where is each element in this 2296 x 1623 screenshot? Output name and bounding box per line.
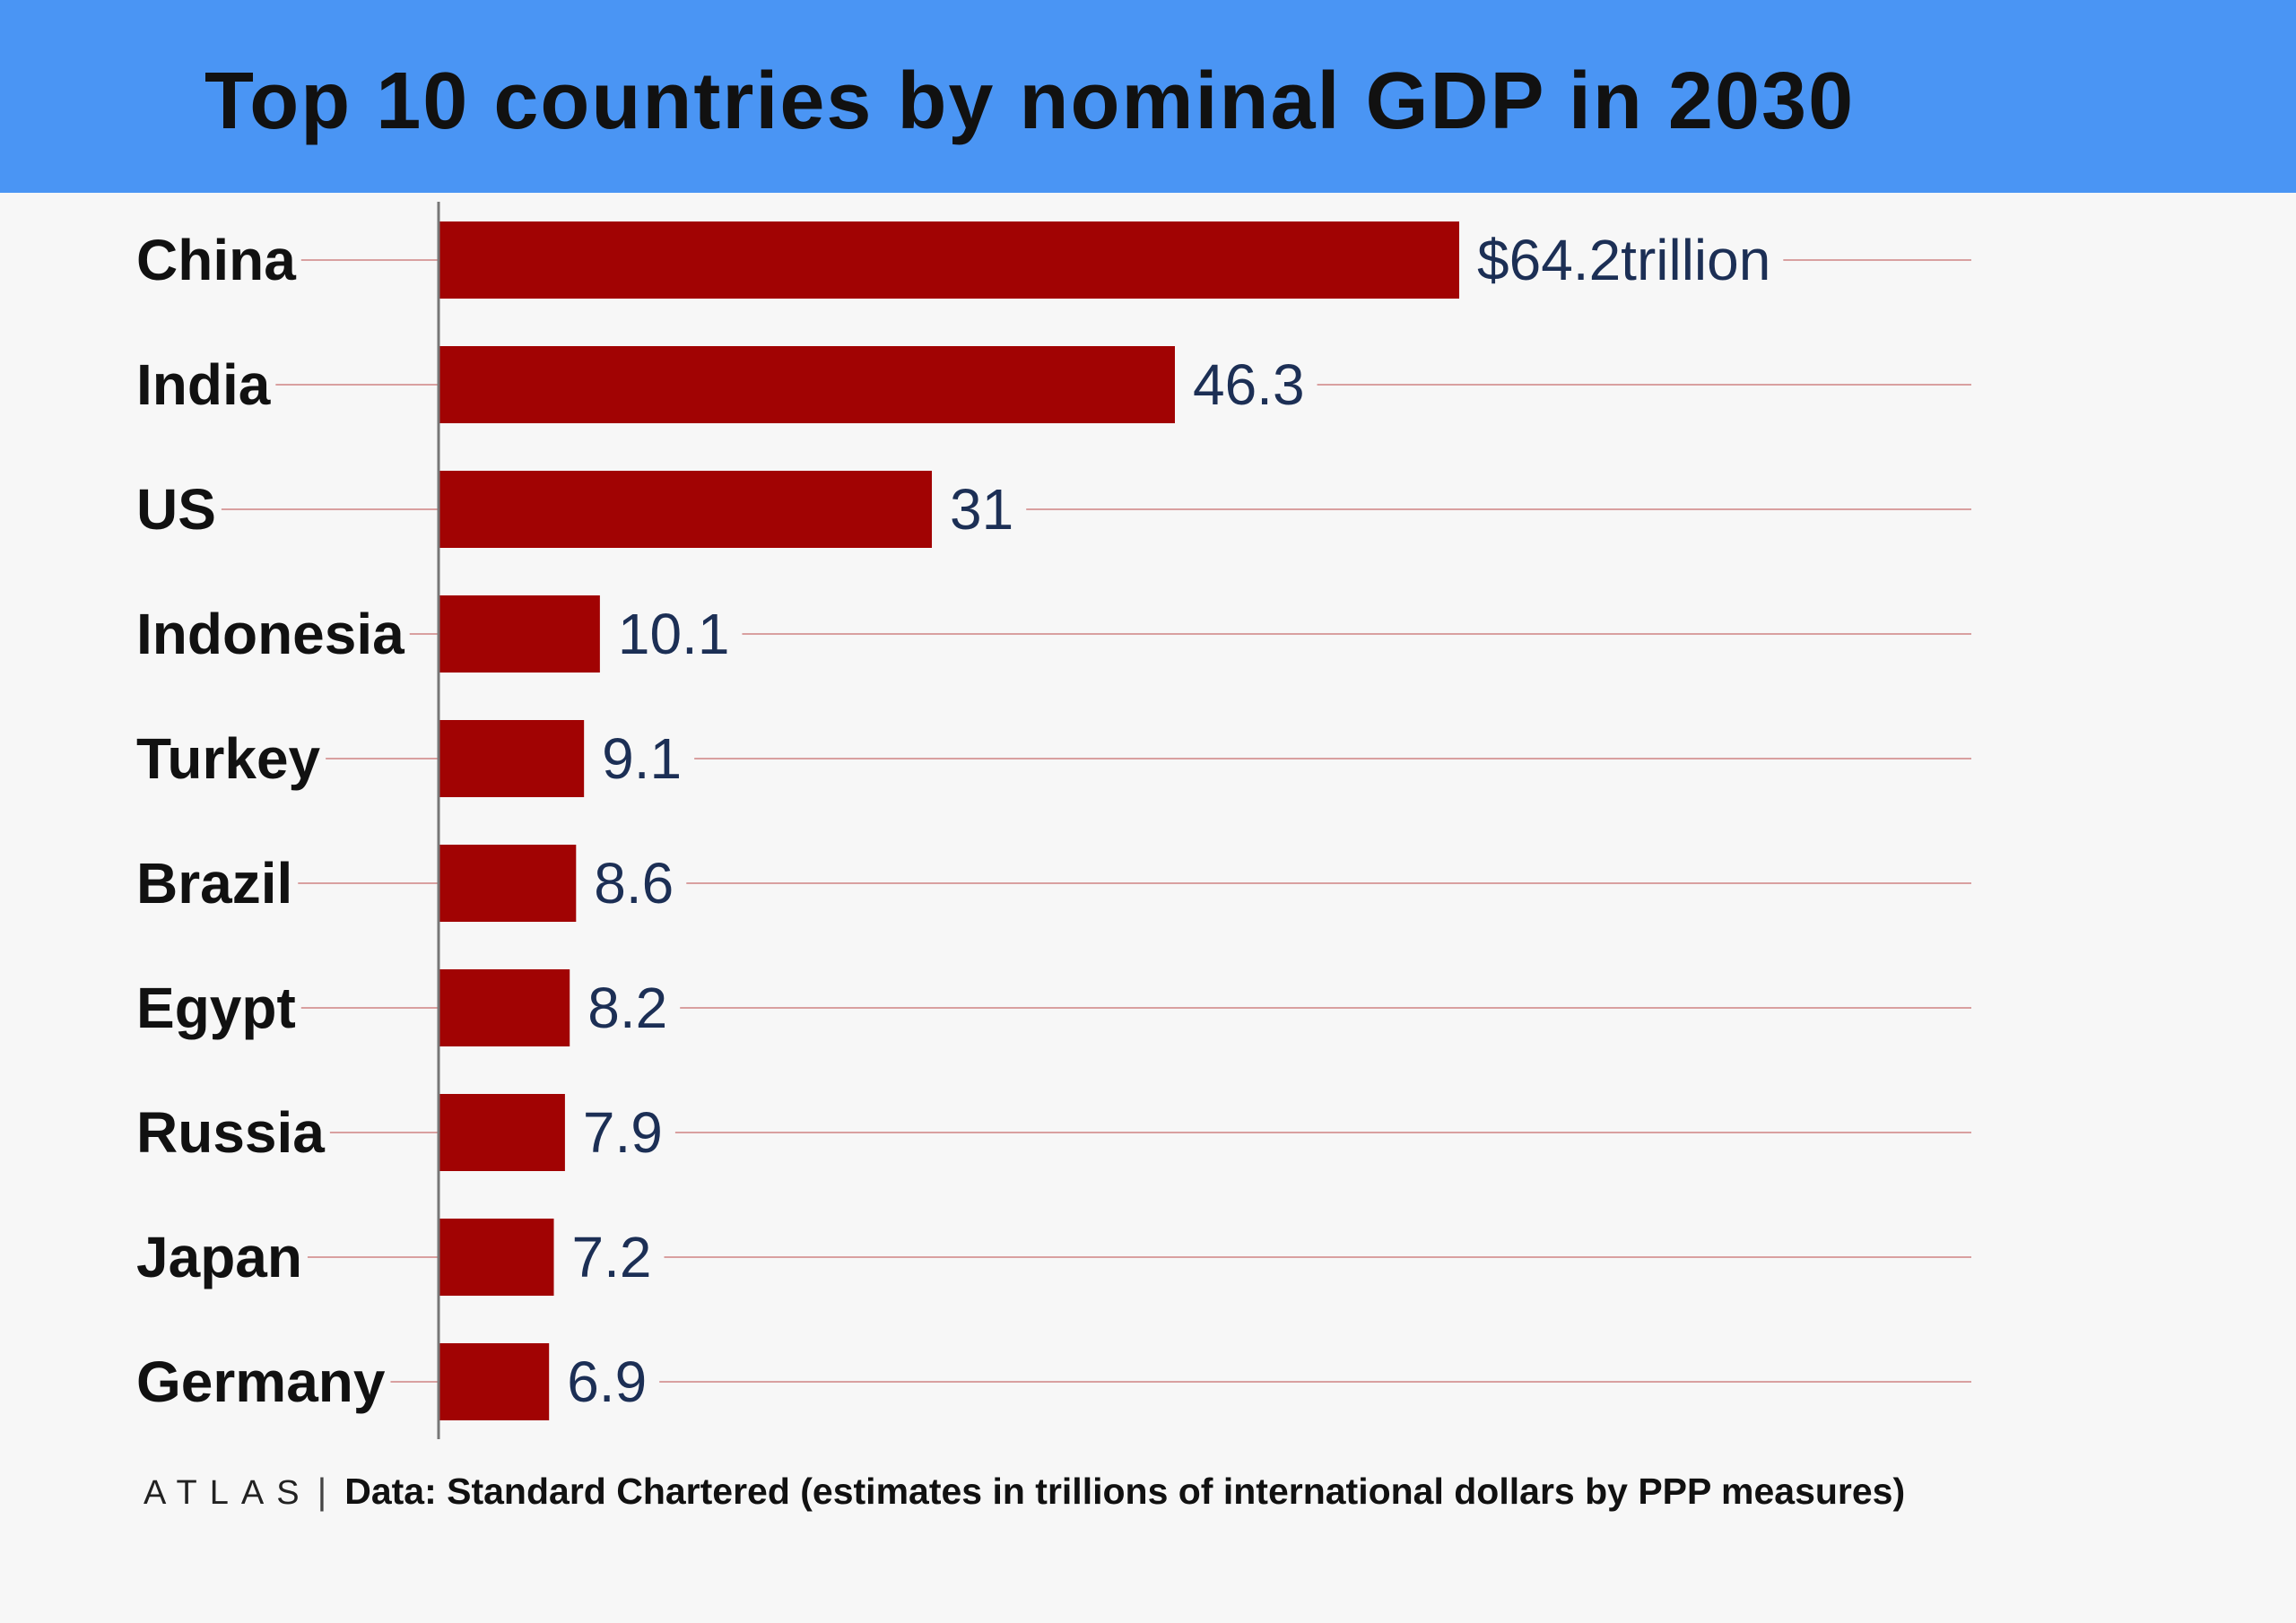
value-label: 6.9 [567,1350,647,1414]
brand-logo-text: ATLAS [144,1474,312,1512]
bar [439,1343,550,1420]
bar [439,1094,565,1171]
category-label: Germany [136,1350,386,1414]
bar [439,1219,554,1296]
title-banner: Top 10 countries by nominal GDP in 2030 [0,0,2296,193]
value-label: 8.6 [594,851,674,916]
value-label: 46.3 [1193,352,1305,417]
category-label: Egypt [136,976,296,1040]
value-label: $64.2trillion [1477,228,1770,292]
footer-separator: | [317,1471,327,1512]
value-label: 10.1 [618,602,730,666]
category-label: Indonesia [136,602,404,666]
bar [439,969,570,1046]
data-source-note: Data: Standard Chartered (estimates in t… [344,1471,1906,1512]
bar [439,720,585,797]
value-label: 31 [950,477,1013,542]
bar [439,595,600,673]
category-label: Turkey [136,726,321,791]
category-label: Brazil [136,851,292,916]
value-label: 9.1 [602,726,682,791]
value-label: 7.2 [572,1225,652,1289]
category-label: Russia [136,1100,325,1165]
bar [439,845,577,922]
value-label: 7.9 [583,1100,663,1165]
category-label: China [136,228,296,292]
bar [439,221,1459,299]
value-label: 8.2 [587,976,667,1040]
category-label: India [136,352,271,417]
bar [439,471,933,548]
bar [439,346,1175,423]
category-label: Japan [136,1225,302,1289]
category-label: US [136,477,216,542]
chart-footer: ATLAS | Data: Standard Chartered (estimate… [144,1471,1905,1513]
chart-title: Top 10 countries by nominal GDP in 2030 [204,56,1856,146]
bar-chart: China $64.2trillion India 46.3 US 31 Indonesia… [136,202,1971,1439]
